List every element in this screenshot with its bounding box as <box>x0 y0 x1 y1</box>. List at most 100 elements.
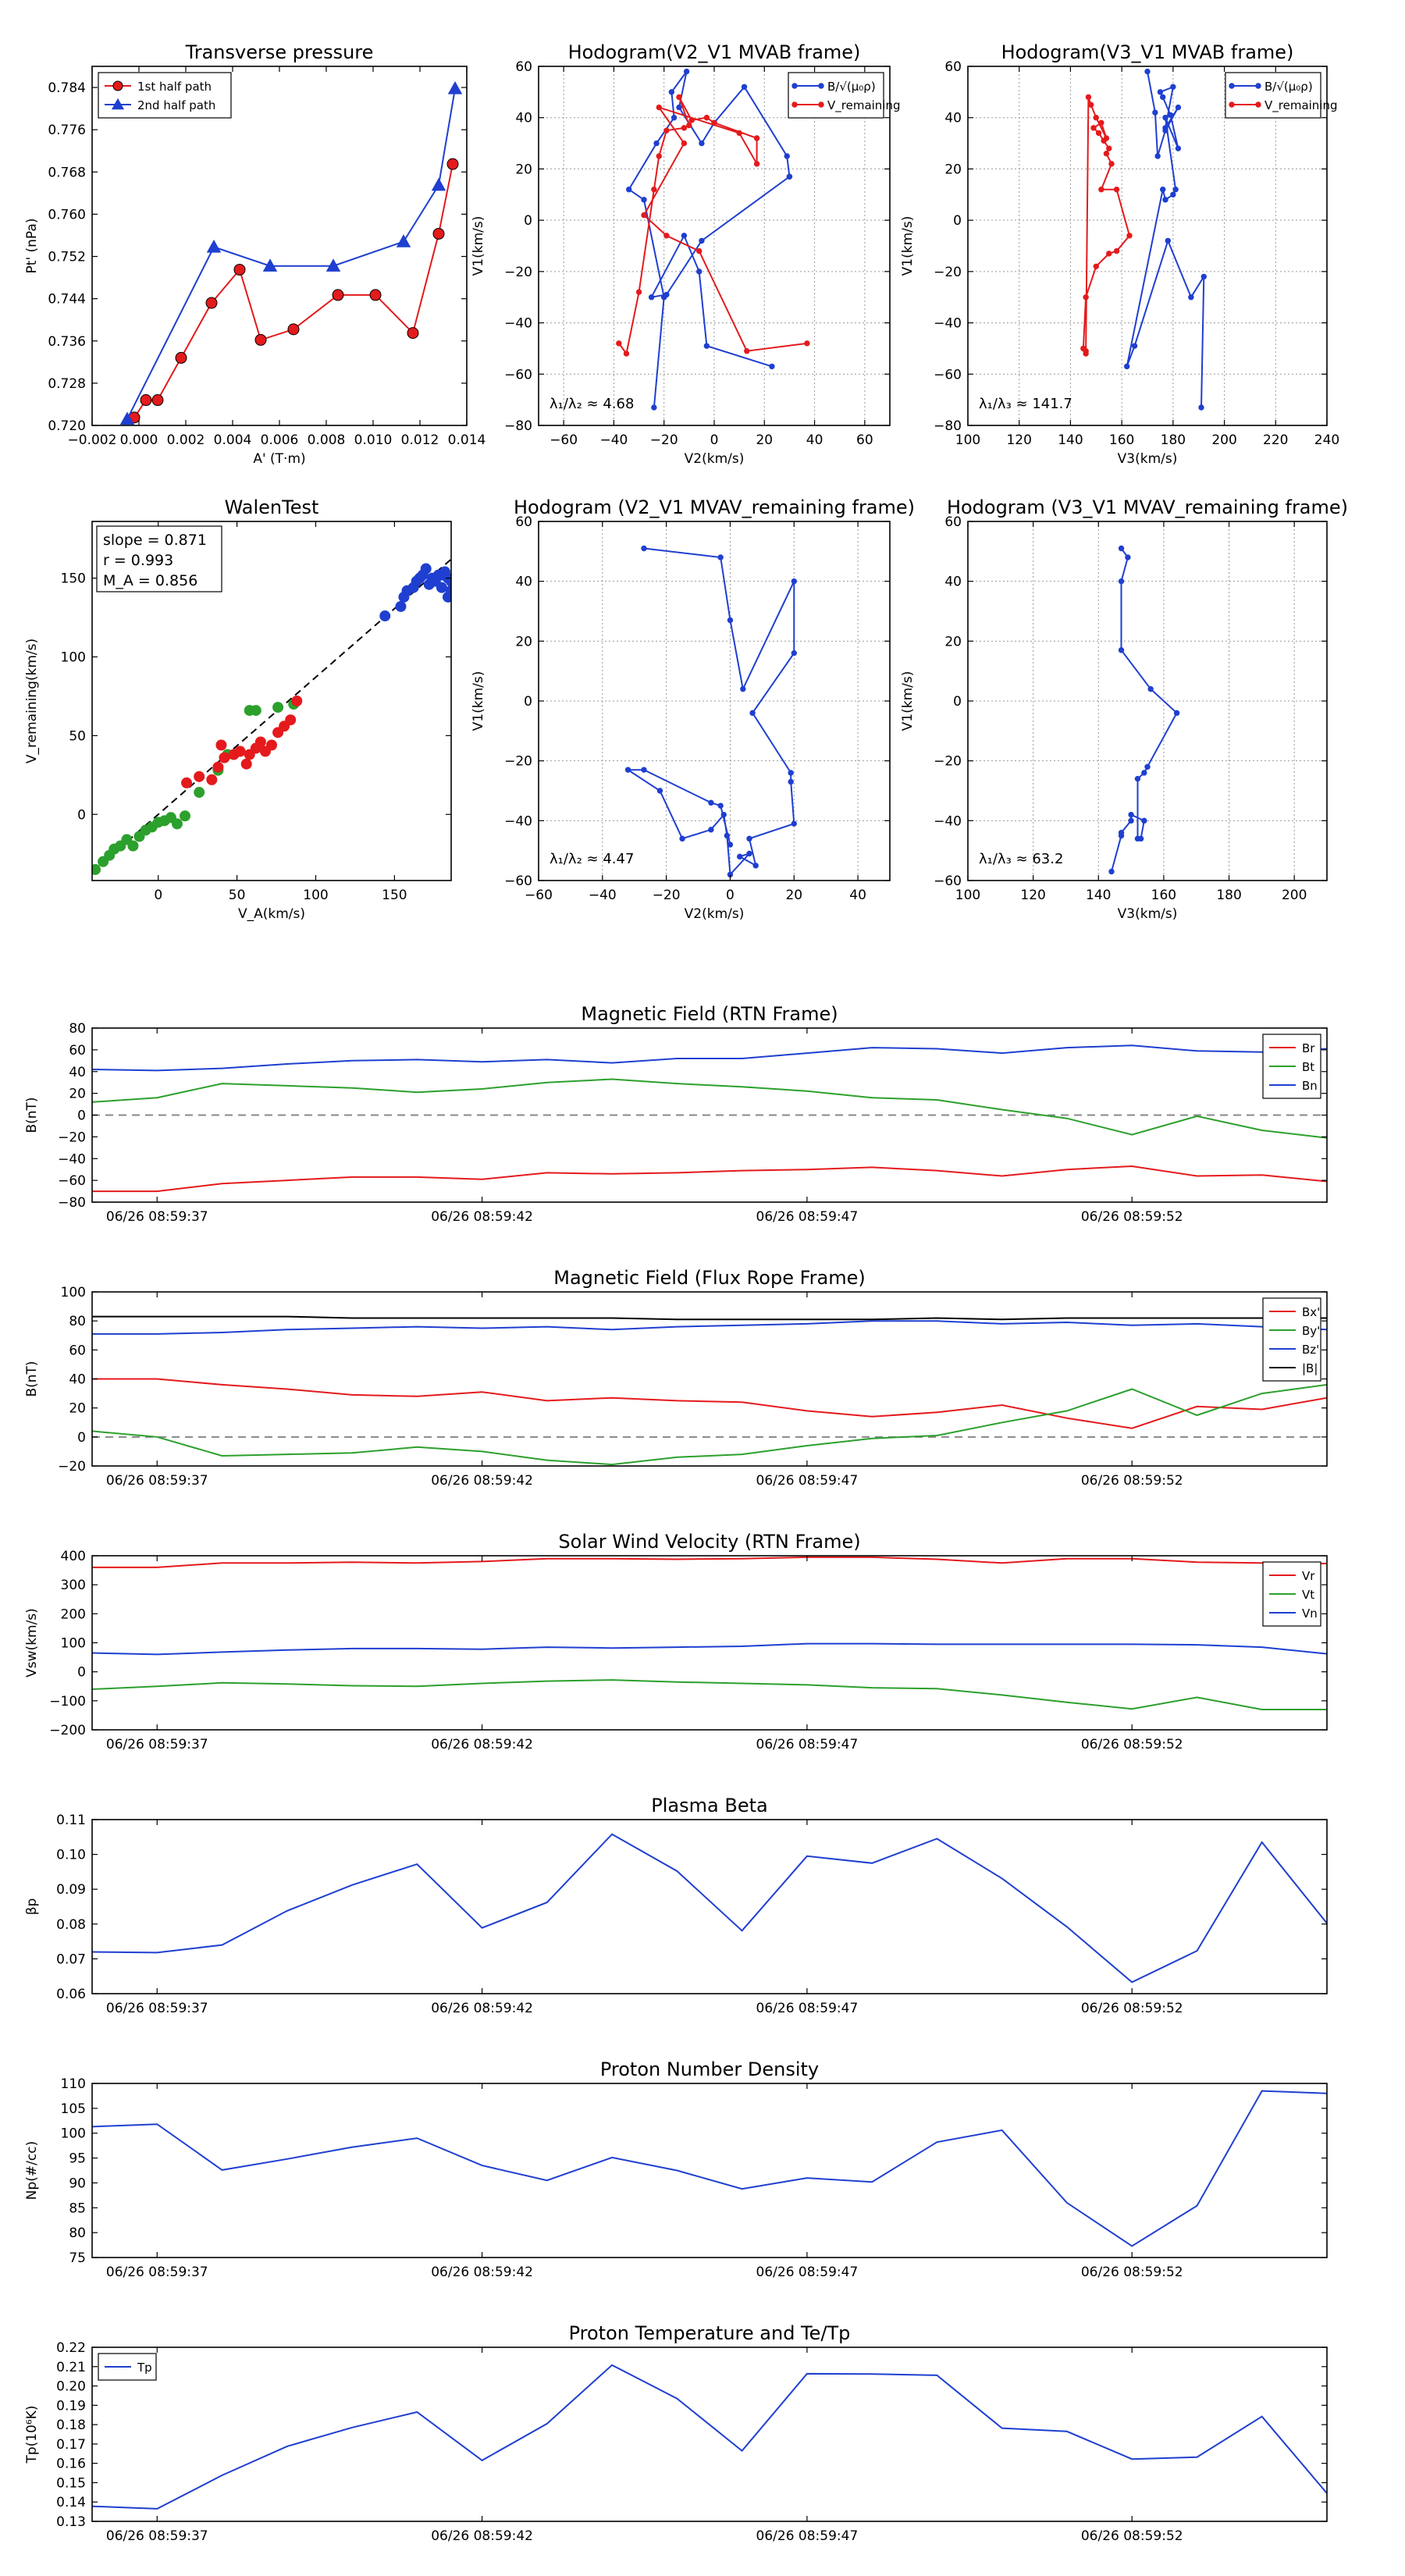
h3-ylabel: V1(km/s) <box>471 671 486 731</box>
h2-legend-point <box>1229 83 1235 89</box>
h4-ytick-label: 40 <box>944 575 962 590</box>
h3-ytick-label: 0 <box>524 694 532 710</box>
h2-legend-point <box>1229 101 1235 108</box>
h2-point <box>1170 191 1176 197</box>
h1-point <box>626 187 632 193</box>
h4-title: Hodogram (V3_V1 MVAV_remaining frame) <box>947 496 1348 518</box>
h1-point <box>703 115 710 121</box>
tp-legend-point <box>112 80 123 91</box>
ts1-ytick-label: 0 <box>77 1108 86 1124</box>
ts2-ylabel: B(nT) <box>24 1361 40 1397</box>
h4-point <box>1141 770 1147 776</box>
ts5-ytick-label: 80 <box>69 2226 86 2241</box>
ts6-ytick-label: 0.18 <box>56 2418 86 2433</box>
h2-point <box>1131 343 1138 349</box>
h3-plot-area <box>624 545 797 878</box>
h4-point <box>1128 817 1134 824</box>
h1-ytick-label: 40 <box>515 111 532 126</box>
h3-xtick-label: −20 <box>653 888 681 903</box>
walen-ylabel: V_remaining(km/s) <box>24 639 40 763</box>
walen-point <box>171 818 183 830</box>
walen-point <box>194 770 205 782</box>
ts6-ytick-label: 0.22 <box>56 2340 86 2356</box>
h4-xtick-label: 140 <box>1086 888 1111 903</box>
h1-point <box>663 291 670 298</box>
h1-series-B <box>628 71 791 408</box>
walen-ytick-label: 50 <box>69 728 86 744</box>
ts6-xtick-label: 06/26 08:59:37 <box>106 2528 208 2544</box>
ts6-title: Proton Temperature and Te/Tp <box>569 2322 851 2344</box>
h4-plot-area <box>1108 545 1180 875</box>
h4-point <box>1118 647 1125 653</box>
h4-ytick-label: −60 <box>934 873 962 889</box>
ts1-title: Magnetic Field (RTN Frame) <box>581 1003 838 1025</box>
ts5-series-Np <box>92 2090 1327 2247</box>
ts3-xtick-label: 06/26 08:59:52 <box>1081 1737 1183 1752</box>
ts4-xtick-label: 06/26 08:59:47 <box>756 2001 859 2016</box>
ts4-ylabel: βp <box>24 1898 40 1916</box>
h4-xtick-label: 180 <box>1216 888 1241 903</box>
ts1-ytick-label: 40 <box>69 1065 86 1080</box>
h3-point <box>724 832 731 839</box>
walen-plot-area <box>92 558 451 875</box>
walen-ytick-label: 0 <box>77 807 86 823</box>
h1-point <box>804 340 810 347</box>
h3-point <box>717 554 724 560</box>
h4-point <box>1108 868 1115 875</box>
h1-point <box>656 153 662 159</box>
walen-point <box>446 575 451 587</box>
h4-point <box>1118 578 1125 585</box>
h2-legend-point <box>1255 83 1261 89</box>
h4-ylabel: V1(km/s) <box>900 671 916 731</box>
walen-point <box>379 610 391 622</box>
h2-xtick-label: 200 <box>1211 432 1236 448</box>
tp-legend-label: 1st half path <box>137 80 212 94</box>
h1-xtick-label: −40 <box>599 432 628 448</box>
h1-point <box>670 115 678 121</box>
tp-xtick-label: 0.000 <box>120 432 158 448</box>
h1-legend-label: B/√(μ₀ρ) <box>827 80 876 94</box>
h1-point <box>769 363 775 370</box>
h1-legend-label: V_remaining <box>827 98 901 113</box>
tp-point <box>254 333 267 346</box>
h1-point <box>699 140 705 147</box>
ts5-ytick-label: 105 <box>61 2101 86 2117</box>
ts6-xtick-label: 06/26 08:59:52 <box>1081 2528 1183 2544</box>
ts6-ytick-label: 0.13 <box>56 2514 86 2530</box>
h3-ytick-label: 40 <box>515 575 532 590</box>
h2-frame <box>967 66 1328 426</box>
tp-xtick-label: 0.012 <box>401 432 439 448</box>
h2-ytick-label: −20 <box>934 265 962 280</box>
h4-point <box>1128 811 1134 818</box>
ts3-ylabel: Vsw(km/s) <box>24 1608 40 1678</box>
h3-point <box>624 767 631 773</box>
ts3-ytick-label: −100 <box>49 1694 86 1710</box>
tp-ytick-label: 0.720 <box>48 418 86 434</box>
tp-point <box>447 80 463 94</box>
h1-legend-point <box>791 83 798 89</box>
ts4-ytick-label: 0.07 <box>56 1952 86 1967</box>
ts1-legend-label: Br <box>1302 1041 1315 1055</box>
h2-legend <box>1225 72 1321 119</box>
ts2-ytick-label: −20 <box>58 1459 86 1475</box>
h2-point <box>1126 233 1133 239</box>
ts2-xtick-label: 06/26 08:59:52 <box>1081 1473 1183 1489</box>
h3-xtick-label: −60 <box>525 888 553 903</box>
h2-ytick-label: 20 <box>944 162 962 177</box>
h2-ytick-label: −40 <box>934 316 962 332</box>
tp-ytick-label: 0.744 <box>48 292 86 308</box>
walen-title: WalenTest <box>225 496 319 518</box>
h2-point <box>1167 112 1174 119</box>
h3-point <box>752 863 759 869</box>
walen-stat-line: slope = 0.871 <box>103 532 207 549</box>
tp-xtick-label: 0.014 <box>448 432 486 448</box>
h2-point <box>1080 345 1087 352</box>
h1-point <box>641 212 647 219</box>
h3-point <box>727 841 734 848</box>
h4-point <box>1147 685 1154 692</box>
chart-h2: 100 120 140 160 180 200 220 240 −80 −60 −40 −20 0 20 4… <box>900 41 1339 467</box>
h1-point <box>703 343 710 349</box>
h1-point <box>651 187 657 193</box>
ts5-xtick-label: 06/26 08:59:52 <box>1081 2265 1183 2280</box>
h2-point <box>1083 294 1089 301</box>
